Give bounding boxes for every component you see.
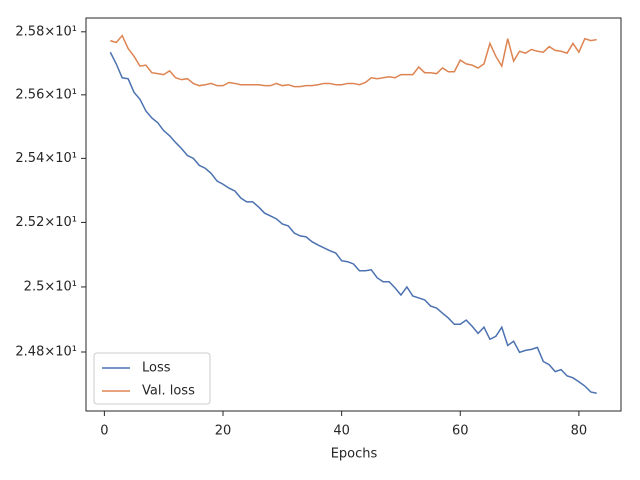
- y-tick-label: 2.48×10¹: [15, 344, 77, 359]
- y-tick-label: 2.58×10¹: [15, 24, 77, 39]
- y-tick-label: 2.56×10¹: [15, 87, 77, 102]
- legend-label: Loss: [142, 361, 171, 376]
- series-line: [110, 34, 597, 88]
- x-tick-label: 80: [571, 424, 588, 439]
- x-axis-label: Epochs: [331, 447, 378, 462]
- plot-frame: [85, 17, 622, 412]
- x-tick-label: 40: [333, 424, 350, 439]
- x-tick-label: 0: [100, 424, 108, 439]
- x-tick-label: 60: [452, 424, 469, 439]
- legend-label: Val. loss: [142, 384, 195, 399]
- y-tick-label: 2.5×10¹: [24, 279, 77, 294]
- y-tick-label: 2.54×10¹: [15, 151, 77, 166]
- x-tick-label: 20: [215, 424, 232, 439]
- series-line: [109, 51, 597, 394]
- y-tick-label: 2.52×10¹: [15, 215, 77, 230]
